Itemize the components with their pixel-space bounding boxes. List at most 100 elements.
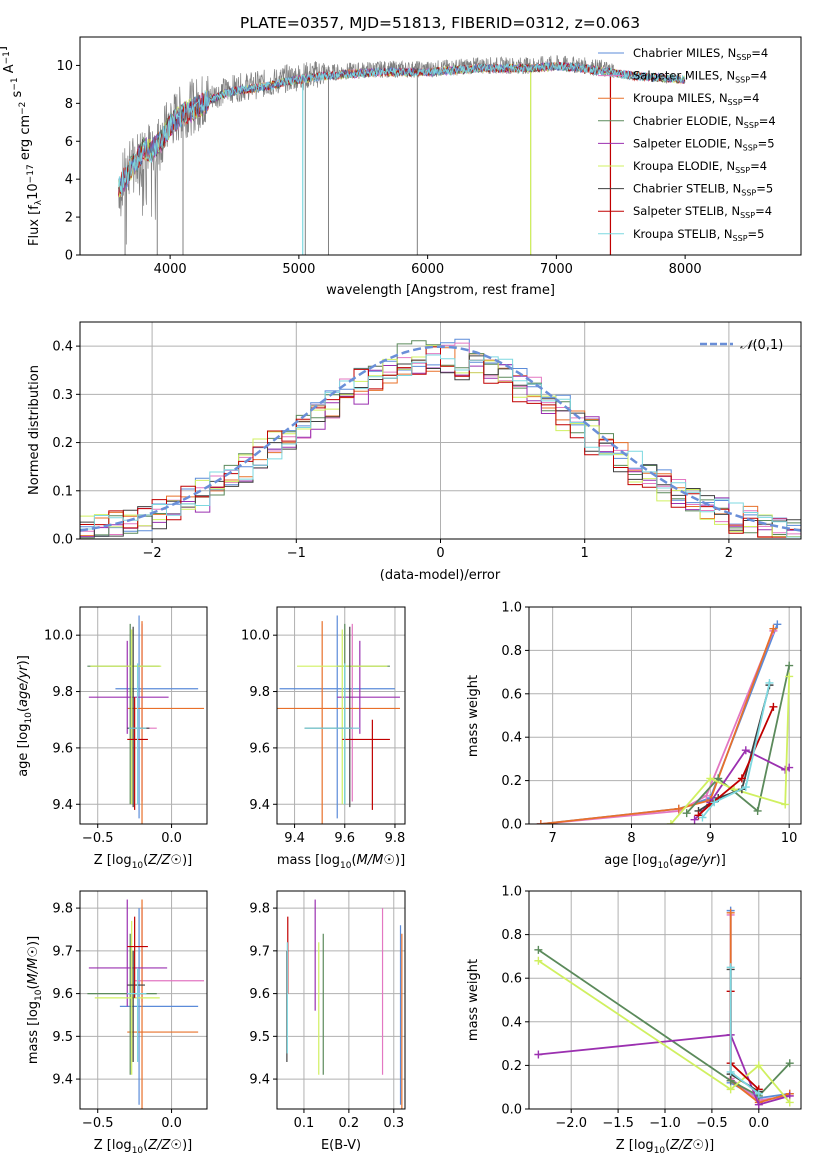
label-part: ( [143, 1138, 148, 1153]
y-tick-label: 0.4 [52, 340, 73, 355]
label-part: erg cm [18, 115, 33, 164]
plus-marker [536, 820, 545, 824]
label-sub: 10 [132, 861, 144, 871]
y-tick-label: 0.2 [501, 1059, 522, 1074]
plus-marker [702, 791, 711, 800]
plot-area [534, 906, 794, 1109]
legend-entry: Kroupa MILES, NSSP=4 [598, 91, 759, 107]
legend-entry: Salpeter MILES, NSSP=4 [598, 69, 767, 85]
legend-label: Salpeter STELIB, NSSP=4 [633, 204, 772, 220]
label-part: ( [351, 853, 356, 868]
observed-spectrum-line [118, 55, 615, 245]
legend-label: Chabrier MILES, NSSP=4 [633, 46, 768, 62]
label-part: )] [716, 853, 726, 868]
y-tick-label: 0.3 [52, 388, 73, 403]
plus-marker [769, 624, 778, 633]
y-tick-label: 1.0 [501, 885, 522, 900]
label-part: Flux [f [27, 205, 42, 246]
legend-label: Chabrier STELIB, NSSP=5 [633, 182, 773, 198]
model-spectrum-line [118, 61, 685, 198]
y-tick-label: 9.4 [52, 1073, 73, 1088]
x-tick-label: 0.0 [748, 1116, 769, 1131]
mass-weight-line [729, 910, 790, 1100]
y-tick-label: 9.8 [249, 685, 270, 700]
ticks: −2 −1 0 1 2 0.0 0.1 0.2 0.3 0.4 [52, 340, 733, 561]
legend-n: =5 [756, 182, 773, 196]
label-italic: Z/Z☉ [669, 1138, 704, 1153]
chart-5: −0.5 0.09.49.59.69.79.8Z [log10(Z/Z☉)]mas… [26, 890, 208, 1156]
label-sub: 10 [132, 1146, 144, 1156]
x-tick-label: 10 [781, 831, 798, 846]
legend-entry: Chabrier MILES, NSSP=4 [598, 46, 768, 62]
y-axis-label: mass [log10(M/M☉)] [26, 936, 44, 1064]
plus-marker [785, 661, 794, 670]
mass-weight-line [729, 967, 760, 1095]
legend-name: (0,1) [752, 338, 783, 353]
plus-marker [706, 774, 715, 783]
label-part: ( [143, 853, 148, 868]
y-tick-label: 0.1 [52, 484, 73, 499]
label-sup: −1 [10, 77, 20, 90]
legend-n: =4 [743, 91, 760, 105]
label-sub: 10 [657, 861, 669, 871]
legend-sub: SSP [733, 234, 748, 243]
x-tick-label: 8 [627, 831, 635, 846]
label-italic: age/yr [16, 664, 31, 707]
label-italic: M/M☉ [357, 853, 395, 868]
x-tick-label: −1.5 [602, 1116, 634, 1131]
axes-frame [276, 890, 406, 1110]
mass-weight-line [697, 706, 775, 816]
mass-weight-line [686, 665, 791, 814]
y-tick-label: 9.4 [249, 798, 270, 813]
gridlines [277, 891, 405, 1109]
x-tick-label: 4000 [154, 262, 187, 277]
legend-label: Salpeter MILES, NSSP=4 [633, 69, 767, 85]
plus-marker [726, 963, 735, 972]
plot-area [118, 55, 686, 255]
x-tick-label: 9.6 [334, 831, 355, 846]
y-axis-label: Flux [fλ10−17 erg cm−2 s−1 A−1] [0, 46, 44, 246]
legend-entry: Chabrier ELODIE, NSSP=4 [598, 114, 776, 130]
label-italic: M/M☉ [26, 946, 41, 984]
label-part: A [2, 64, 17, 77]
chart-6: 0.1 0.2 0.3 9.4 9.5 9.6 9.7 9.8 E(B-V) [249, 890, 406, 1153]
mass-weight-line [729, 969, 760, 1093]
y-tick-label: 0.2 [52, 436, 73, 451]
y-tick-label: 10 [56, 59, 73, 74]
plus-marker [785, 1059, 794, 1068]
y-tick-label: 9.8 [249, 902, 270, 917]
x-tick-label: 8000 [669, 262, 702, 277]
label-part: age [log [604, 853, 657, 868]
mass-weight-line [540, 624, 779, 824]
chart-3: 9.4 9.6 9.8 9.4 9.6 9.8 10.0 mass [log10(M/M☉)] [241, 606, 406, 871]
legend-sub: SSP [740, 211, 755, 220]
label-part: )] [395, 853, 405, 868]
y-tick-label: 8 [65, 97, 73, 112]
plot-area [87, 899, 205, 1109]
plus-marker [741, 746, 750, 755]
label-italic: Z/Z☉ [147, 853, 182, 868]
legend-label: Salpeter ELODIE, NSSP=5 [633, 136, 775, 152]
ticks: 4000 5000 6000 7000 8000 0 2 4 6 8 10 [56, 59, 701, 277]
plus-marker [726, 1067, 735, 1076]
y-axis-label: Normed distribution [27, 365, 42, 495]
x-tick-label: 7000 [540, 262, 573, 277]
model-spectrum-line [118, 61, 686, 192]
axes-frame [79, 890, 208, 1110]
legend-label: Kroupa MILES, NSSP=4 [633, 91, 759, 107]
plus-marker [726, 908, 735, 917]
axes-frame [528, 890, 802, 1110]
legend-n: =5 [748, 227, 765, 241]
label-sub: 10 [34, 989, 44, 1001]
plus-marker [690, 815, 699, 824]
axes-frame [79, 606, 208, 825]
label-sup: −17 [26, 164, 36, 183]
x-tick-label: 0 [436, 546, 444, 561]
y-tick-label: 9.4 [52, 798, 73, 813]
histogram-step [80, 354, 801, 538]
legend: 𝒩(0,1) [700, 338, 783, 353]
axes-frame [528, 606, 802, 825]
y-tick-label: 1.0 [501, 601, 522, 616]
plus-marker [781, 800, 790, 809]
chart-7: −2.0 −1.5 −1.0 −0.5 0.0 0.0 0.2 0.4 0.6 0.8 1.0 Z [… [466, 885, 802, 1156]
